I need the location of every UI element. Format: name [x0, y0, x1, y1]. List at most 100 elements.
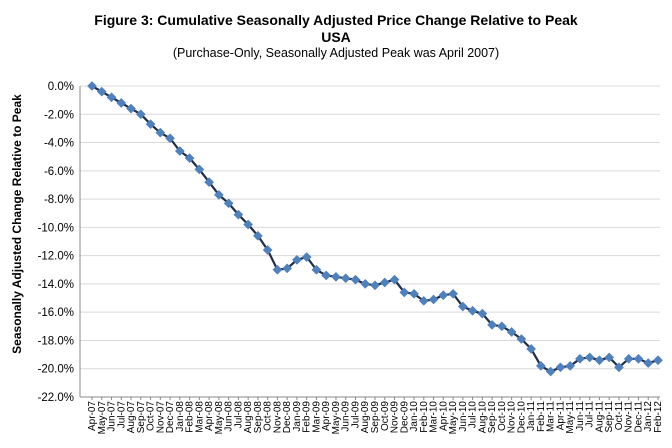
chart-title: Figure 3: Cumulative Seasonally Adjusted…	[94, 12, 578, 28]
chart-title-line2: USA	[321, 29, 351, 45]
data-point-marker	[535, 360, 546, 371]
gridlines	[80, 85, 660, 398]
data-point-marker	[204, 177, 215, 188]
data-point-marker	[614, 362, 624, 373]
y-tick-label: -20.0%	[38, 364, 74, 376]
x-tick-label: Nov-08	[272, 401, 283, 434]
x-tick-label: Mar-10	[429, 401, 440, 433]
y-tick-label: -14.0%	[38, 279, 74, 291]
data-point-marker	[370, 280, 380, 291]
x-tick-label: Nov-10	[507, 401, 518, 434]
data-point-marker	[379, 277, 390, 288]
y-tick-label: -12.0%	[38, 251, 74, 263]
data-point-marker	[623, 353, 634, 364]
x-tick-label: Oct-11	[614, 401, 625, 431]
x-tick-label: Aug-08	[243, 401, 254, 434]
data-point-marker	[574, 353, 585, 364]
x-tick-labels: Apr-07May-07Jun-07Jul-07Aug-07Sep-07Oct-…	[87, 401, 664, 435]
data-point-marker	[457, 301, 468, 312]
x-tick-label: Aug-11	[594, 401, 605, 433]
data-point-marker	[399, 287, 410, 298]
x-tick-label: Nov-11	[624, 401, 635, 433]
data-point-marker	[126, 103, 136, 114]
x-tick-label: Apr-08	[204, 401, 215, 431]
data-point-marker	[467, 305, 478, 316]
data-point-marker	[145, 119, 156, 130]
data-point-marker	[155, 127, 166, 138]
x-tick-label: Sep-11	[604, 401, 615, 433]
x-tick-label: Dec-10	[516, 401, 527, 434]
data-point-marker	[526, 343, 537, 354]
data-point-marker	[340, 273, 351, 284]
x-tick-label: Oct-09	[380, 401, 391, 431]
x-tick-label: Jun-09	[341, 401, 352, 432]
x-tick-label: Feb-09	[302, 401, 313, 433]
y-tick-label: -4.0%	[44, 138, 74, 150]
data-point-marker	[496, 321, 507, 332]
y-tick-labels: 0.0% -2.0% -4.0% -6.0% -8.0% -10.0% -12.0% -14.…	[38, 81, 74, 404]
data-point-marker	[477, 308, 488, 319]
x-tick-label: Mar-09	[311, 401, 322, 433]
x-tick-label: Jul-09	[350, 401, 361, 429]
data-point-marker	[487, 319, 498, 330]
x-tick-label: May-07	[97, 401, 108, 435]
data-point-marker	[428, 294, 439, 305]
y-tick-label: -16.0%	[38, 307, 74, 319]
data-point-marker	[350, 274, 361, 285]
data-point-marker	[194, 164, 205, 175]
x-tick-label: Jul-07	[116, 401, 127, 429]
x-tick-label: Jun-10	[458, 401, 469, 432]
data-point-marker	[311, 264, 322, 275]
data-point-marker	[545, 366, 556, 377]
data-point-marker	[272, 264, 283, 275]
series-line	[91, 85, 659, 373]
x-tick-label: Aug-10	[477, 401, 488, 434]
x-tick-label: Feb-11	[536, 401, 547, 432]
x-tick-label: May-08	[214, 401, 225, 435]
x-tick-label: May-10	[448, 401, 459, 435]
x-tick-label: Feb-10	[419, 401, 430, 433]
data-point-marker	[584, 352, 595, 363]
data-point-marker	[594, 355, 605, 366]
y-tick-label: -6.0%	[44, 166, 74, 178]
data-point-marker	[165, 133, 176, 144]
data-point-marker	[555, 362, 566, 373]
data-point-marker	[87, 81, 97, 91]
y-tick-label: -18.0%	[38, 335, 74, 347]
x-tick-label: Nov-09	[390, 401, 401, 434]
y-tick-label: -8.0%	[44, 194, 74, 206]
x-tick-label: Feb-08	[185, 401, 196, 433]
x-tick-label: Oct-07	[146, 401, 157, 431]
x-tick-label: Mar-08	[194, 401, 205, 433]
data-point-marker	[409, 288, 419, 299]
x-tick-label: Jan-09	[292, 401, 303, 432]
x-tick-label: Dec-11	[633, 401, 644, 433]
x-tick-label: Aug-07	[126, 401, 137, 434]
data-point-marker	[96, 86, 107, 97]
x-tick-label: Apr-11	[555, 401, 566, 431]
y-tick-label: -22.0%	[38, 392, 74, 404]
x-tick-label: Oct-10	[497, 401, 508, 431]
data-point-marker	[653, 355, 663, 366]
x-tick-label: Jan-08	[175, 401, 186, 432]
data-point-marker	[604, 352, 615, 363]
chart-subtitle: (Purchase-Only, Seasonally Adjusted Peak…	[172, 46, 500, 60]
data-point-marker	[223, 198, 234, 209]
x-tick-label: Jul-10	[468, 401, 479, 429]
data-point-marker	[213, 189, 224, 200]
x-tick-label: Dec-09	[399, 401, 410, 434]
data-point-marker	[291, 254, 302, 265]
y-tick-label: -2.0%	[44, 109, 74, 121]
data-point-marker	[516, 334, 527, 344]
x-tick-label: Apr-07	[87, 401, 98, 431]
x-tick-label: Dec-07	[165, 401, 176, 434]
x-tick-label: Aug-09	[360, 401, 371, 434]
x-tick-label: Jun-08	[224, 401, 235, 432]
x-tick-label: Sep-07	[136, 401, 147, 434]
data-point-marker	[418, 295, 429, 306]
x-tick-label: Jul-11	[585, 401, 596, 428]
data-point-marker	[106, 92, 117, 103]
x-tick-label: May-11	[565, 401, 576, 434]
data-point-marker	[301, 252, 312, 263]
